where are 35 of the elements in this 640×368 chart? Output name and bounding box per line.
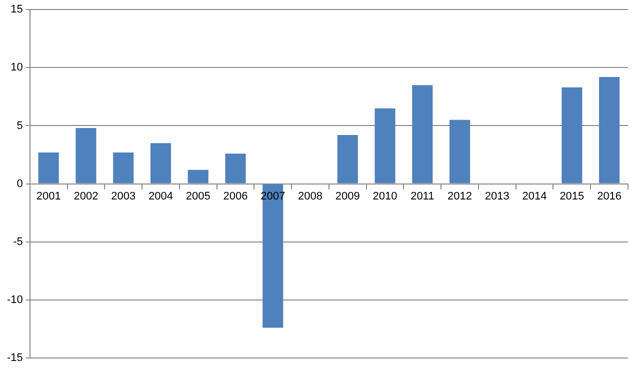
x-tick-label: 2005 [186, 190, 210, 202]
bar [76, 128, 96, 184]
bar [599, 76, 620, 184]
x-tick-label: 2008 [298, 190, 322, 202]
bar [188, 170, 208, 184]
x-tick-label: 2011 [410, 190, 434, 202]
x-tick-label: 2010 [372, 190, 398, 202]
bar [562, 87, 582, 184]
bar [374, 108, 396, 184]
bar [262, 184, 284, 328]
y-tick-label: 5 [16, 120, 23, 132]
bar [225, 154, 246, 184]
y-tick-label: -15 [6, 352, 23, 364]
x-tick-label: 2004 [148, 190, 173, 202]
bar [412, 85, 433, 184]
y-tick-label: 10 [10, 62, 23, 74]
y-tick-label: -10 [6, 294, 23, 306]
y-tick-label: -5 [13, 236, 23, 248]
x-tick-label: 2009 [335, 190, 360, 202]
x-tick-label: 2012 [448, 190, 472, 202]
x-tick-label: 2014 [522, 190, 547, 202]
y-tick-label: 0 [16, 178, 23, 190]
x-tick-label: 2003 [111, 190, 136, 202]
bar [450, 120, 470, 184]
x-tick-label: 2001 [36, 190, 61, 202]
bar [337, 135, 358, 184]
bar [113, 152, 134, 184]
x-tick-label: 2006 [223, 190, 248, 202]
x-tick-label: 2015 [560, 190, 584, 202]
bar [150, 143, 172, 184]
x-tick-label: 2016 [597, 190, 622, 202]
x-tick-label: 2002 [74, 190, 98, 202]
bar [38, 152, 59, 184]
y-tick-label: 15 [10, 4, 23, 16]
x-tick-label: 2013 [484, 190, 510, 202]
